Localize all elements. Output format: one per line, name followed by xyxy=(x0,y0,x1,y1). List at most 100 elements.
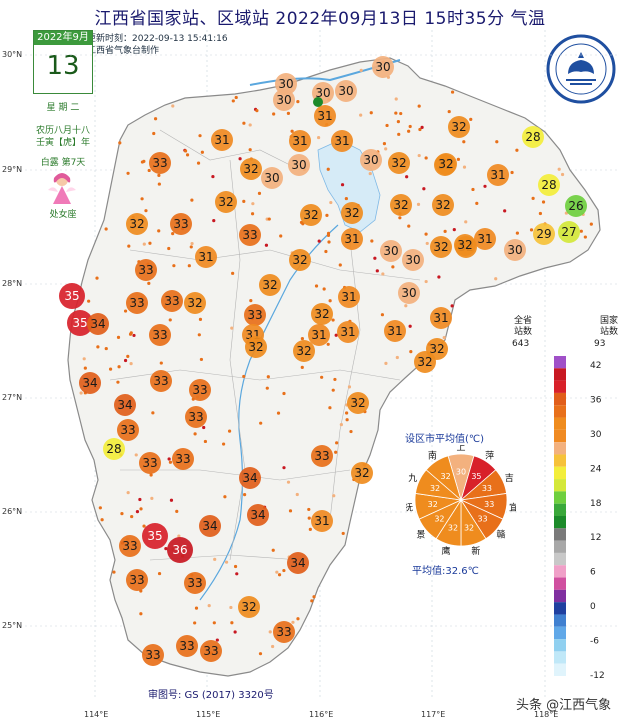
station-temp-marker: 33 xyxy=(126,292,148,314)
station-dot xyxy=(229,605,233,610)
temp-value: 32 xyxy=(393,198,408,212)
temp-circle xyxy=(119,535,141,557)
station-dot xyxy=(87,299,91,303)
station-dot xyxy=(164,546,168,551)
station-dot xyxy=(126,171,130,175)
station-temp-marker: 33 xyxy=(185,406,207,428)
station-dot xyxy=(407,129,411,133)
temp-circle xyxy=(117,419,139,441)
station-dot xyxy=(271,644,275,649)
scale-label: -12 xyxy=(590,671,605,681)
station-temp-marker: 30 xyxy=(402,249,424,271)
station-dot xyxy=(265,386,269,390)
legend-total-national: 93 xyxy=(594,339,606,349)
station-dot xyxy=(147,281,151,285)
temp-value: 32 xyxy=(248,340,263,354)
station-dot xyxy=(282,391,286,396)
lat-tick: 30°N xyxy=(2,50,23,59)
station-dot xyxy=(437,275,441,279)
station-dot xyxy=(373,256,377,260)
station-dot xyxy=(382,141,387,146)
station-dot xyxy=(157,182,161,186)
scale-swatch xyxy=(554,589,566,603)
temp-value: 31 xyxy=(314,514,329,528)
station-dot xyxy=(139,612,143,616)
station-temp-marker: 33 xyxy=(189,379,211,401)
station-temp-marker: 27 xyxy=(558,221,580,243)
temp-value: 30 xyxy=(363,153,378,167)
pie-slice-value: 32 xyxy=(434,515,444,524)
temp-value: 30 xyxy=(338,84,353,98)
station-dot xyxy=(295,492,299,497)
temp-circle xyxy=(293,340,315,362)
temp-value: 32 xyxy=(429,342,444,356)
station-dot xyxy=(380,313,384,317)
station-dot xyxy=(223,495,227,499)
station-dot xyxy=(238,157,242,161)
weekday-label: 星 期 二 xyxy=(46,103,80,113)
temp-circle xyxy=(533,223,555,245)
station-dot xyxy=(308,527,312,532)
temp-value: 33 xyxy=(122,539,137,553)
pie-slice-label: 新 xyxy=(471,545,480,557)
station-dot xyxy=(579,229,583,233)
temp-value: 30 xyxy=(315,86,330,100)
temperature-color-scale: 42 36 30 24 18 12 6 0 -6 -12 xyxy=(554,356,605,681)
station-dot xyxy=(271,548,275,552)
lon-tick: 117°E xyxy=(421,710,446,719)
station-dot xyxy=(557,167,561,171)
station-dot xyxy=(326,342,330,346)
pie-slice-value: 30 xyxy=(456,467,466,476)
station-dot xyxy=(257,191,262,195)
temp-circle xyxy=(522,126,544,148)
temp-circle xyxy=(287,552,309,574)
station-dot xyxy=(200,150,204,154)
station-dot xyxy=(424,279,428,284)
station-temp-marker: 33 xyxy=(139,452,161,474)
station-temp-marker: 30 xyxy=(380,240,402,262)
station-dot xyxy=(322,287,326,291)
station-temp-marker: 33 xyxy=(126,569,148,591)
station-dot xyxy=(326,233,331,237)
zodiac-label: 处女座 xyxy=(49,210,77,220)
station-temp-marker: 33 xyxy=(149,152,171,174)
scale-swatch xyxy=(554,565,566,578)
temp-value: 34 xyxy=(290,556,305,570)
temp-circle xyxy=(335,80,357,102)
station-dot xyxy=(325,213,329,217)
temp-value: 26 xyxy=(568,199,583,213)
station-dot xyxy=(139,507,143,511)
temp-circle xyxy=(454,234,476,256)
pie-average: 平均值:32.6℃ xyxy=(412,566,479,577)
temp-value: 31 xyxy=(334,134,349,148)
lat-tick: 29°N xyxy=(2,165,23,174)
station-dot xyxy=(282,466,286,470)
station-dot xyxy=(349,429,353,434)
map-title: 江西省国家站、区域站 2022年09月13日 15时35分 气温 xyxy=(94,9,546,29)
temp-circle xyxy=(195,246,217,268)
station-temp-marker: 32 xyxy=(341,202,363,224)
station-temp-marker: 33 xyxy=(273,621,295,643)
station-dot xyxy=(267,217,271,221)
temp-value: 31 xyxy=(490,168,505,182)
temp-circle xyxy=(199,515,221,537)
station-dot xyxy=(375,269,379,273)
temp-circle xyxy=(244,304,266,326)
station-dot xyxy=(144,209,148,213)
station-dot xyxy=(177,534,181,538)
station-dot xyxy=(462,165,467,169)
temp-circle xyxy=(238,596,260,618)
station-temp-marker: 35 xyxy=(67,310,93,336)
temp-circle xyxy=(487,164,509,186)
temp-circle xyxy=(215,191,237,213)
station-dot xyxy=(132,333,136,338)
pie-title: 设区市平均值(℃) xyxy=(405,434,485,445)
temp-circle xyxy=(289,249,311,271)
station-temp-marker: 33 xyxy=(161,290,183,312)
temp-circle xyxy=(273,621,295,643)
scale-swatch xyxy=(554,503,566,516)
station-dot xyxy=(310,599,314,603)
station-dot xyxy=(242,199,246,203)
temp-circle xyxy=(288,154,310,176)
lat-tick: 27°N xyxy=(2,393,23,402)
